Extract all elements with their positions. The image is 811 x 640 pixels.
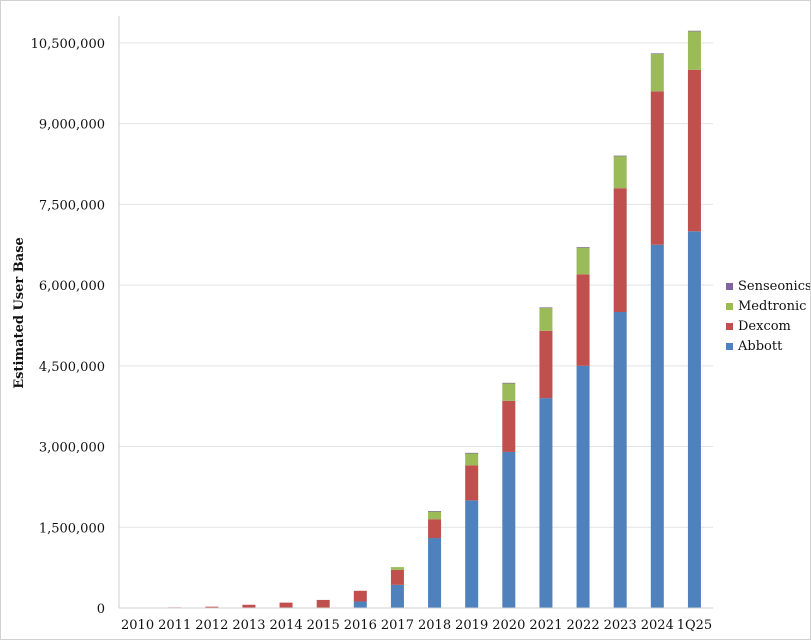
y-tick-label: 0 <box>97 602 105 617</box>
x-tick-label: 2014 <box>270 618 303 633</box>
bar-abbott-1Q25 <box>687 231 701 609</box>
x-tick-label: 2015 <box>307 618 340 633</box>
bar-senseonics-2018 <box>428 511 442 512</box>
x-tick-label: 2022 <box>567 618 600 633</box>
bar-medtronic-2017 <box>390 567 404 570</box>
x-tick-labels: 2010 2011 2012 2013 2014 2015 2016 2017 2018 2019… <box>121 618 712 633</box>
y-tick-label: 9,000,000 <box>39 118 105 133</box>
bar-senseonics-2022 <box>576 247 590 248</box>
bar-abbott-2018 <box>428 538 442 608</box>
legend-label-medtronic: Medtronic <box>738 299 806 314</box>
legend-label-senseonics: Senseonics <box>738 279 810 294</box>
x-tick-label: 2011 <box>158 618 191 633</box>
bar-dexcom-2019 <box>465 465 479 501</box>
x-tick-label: 2010 <box>121 618 154 633</box>
bar-dexcom-2024 <box>650 91 664 245</box>
legend-swatch-medtronic <box>726 303 733 310</box>
bar-abbott-2022 <box>576 365 590 608</box>
bar-medtronic-2020 <box>502 383 516 401</box>
legend-label-dexcom: Dexcom <box>738 319 791 334</box>
bar-dexcom-2012 <box>205 606 219 608</box>
y-tick-label: 4,500,000 <box>39 360 105 375</box>
bar-senseonics-2020 <box>502 382 516 384</box>
bar-senseonics-2024 <box>650 53 664 54</box>
y-tick-label: 6,000,000 <box>39 279 105 294</box>
bar-dexcom-2013 <box>242 604 256 608</box>
bar-abbott-2020 <box>502 451 516 608</box>
bar-abbott-2019 <box>465 500 479 608</box>
y-axis-title: Estimated User Base <box>12 237 27 389</box>
y-tick-labels: 0 1,500,000 3,000,000 4,500,000 6,000,000 7,5… <box>31 37 105 617</box>
bar-stacks <box>131 30 701 609</box>
bar-dexcom-2017 <box>390 569 404 585</box>
legend-swatch-dexcom <box>726 323 733 330</box>
bar-abbott-2017 <box>390 584 404 608</box>
bar-senseonics-2021 <box>539 307 553 309</box>
bar-medtronic-1Q25 <box>687 31 701 70</box>
bar-abbott-2024 <box>650 244 664 608</box>
bar-dexcom-2023 <box>613 188 627 312</box>
axes <box>118 16 713 609</box>
bar-medtronic-2022 <box>576 247 590 275</box>
bar-dexcom-2014 <box>279 602 293 608</box>
x-tick-label: 2012 <box>195 618 228 633</box>
x-tick-label: 2016 <box>344 618 377 633</box>
x-tick-label: 2020 <box>492 618 525 633</box>
bar-medtronic-2024 <box>650 53 664 92</box>
bar-dexcom-2020 <box>502 400 516 452</box>
y-tick-label: 1,500,000 <box>39 521 105 536</box>
bar-abbott-2021 <box>539 398 553 608</box>
bar-dexcom-2016 <box>353 590 367 602</box>
x-tick-label: 1Q25 <box>677 618 712 633</box>
legend: Senseonics Medtronic Dexcom Abbott <box>726 279 810 354</box>
x-tick-label: 2018 <box>418 618 451 633</box>
bar-senseonics-2023 <box>613 155 627 157</box>
bar-senseonics-2019 <box>465 452 479 454</box>
x-tick-label: 2019 <box>455 618 488 633</box>
gridlines <box>119 42 713 528</box>
legend-label-abbott: Abbott <box>737 339 783 354</box>
bar-senseonics-1Q25 <box>687 30 701 32</box>
y-tick-label: 10,500,000 <box>31 37 105 52</box>
legend-swatch-abbott <box>726 343 733 350</box>
bar-medtronic-2021 <box>539 307 553 331</box>
bar-medtronic-2019 <box>465 453 479 466</box>
y-tick-label: 7,500,000 <box>39 198 105 213</box>
bar-dexcom-1Q25 <box>687 69 701 232</box>
x-tick-label: 2021 <box>529 618 562 633</box>
x-tick-label: 2023 <box>604 618 637 633</box>
y-tick-label: 3,000,000 <box>39 441 105 456</box>
bar-abbott-2016 <box>353 601 367 608</box>
bar-dexcom-2022 <box>576 274 590 366</box>
bar-dexcom-2018 <box>428 519 442 539</box>
x-tick-label: 2013 <box>232 618 265 633</box>
bar-dexcom-2021 <box>539 330 553 399</box>
bar-dexcom-2015 <box>316 599 330 608</box>
bar-abbott-2023 <box>613 312 627 608</box>
bar-medtronic-2018 <box>428 511 442 520</box>
legend-swatch-senseonics <box>726 283 733 290</box>
x-tick-label: 2017 <box>381 618 414 633</box>
x-tick-label: 2024 <box>641 618 674 633</box>
bar-medtronic-2023 <box>613 155 627 189</box>
